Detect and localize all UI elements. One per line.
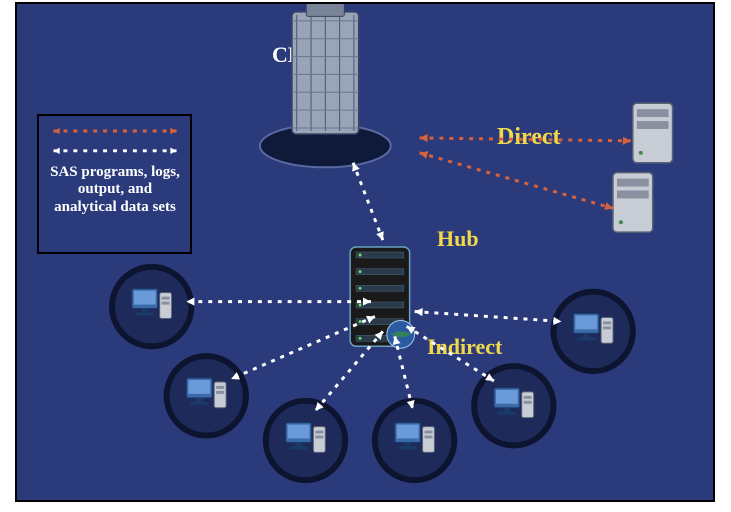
workstation-icon-2 (266, 401, 345, 480)
label-direct: Direct (497, 124, 561, 151)
workstation-icon-1 (167, 356, 246, 435)
legend-caption: SAS programs, logs, output, and analytic… (45, 164, 185, 216)
remote-server-icon-0 (633, 103, 673, 163)
remote-server-icon-1 (613, 173, 653, 233)
hub-server-icon (350, 247, 414, 348)
workstation-icon-3 (375, 401, 454, 480)
network-diagram: SAS programs, logs, output, and analytic… (15, 2, 715, 502)
cdc-building-icon (260, 4, 391, 167)
label-hub: Hub (437, 226, 479, 252)
workstation-icon-5 (553, 292, 632, 371)
workstation-icon-4 (474, 366, 553, 445)
label-cdc: CDC (272, 42, 320, 68)
workstation-icon-0 (112, 267, 191, 346)
label-indirect: Indirect (427, 334, 502, 360)
